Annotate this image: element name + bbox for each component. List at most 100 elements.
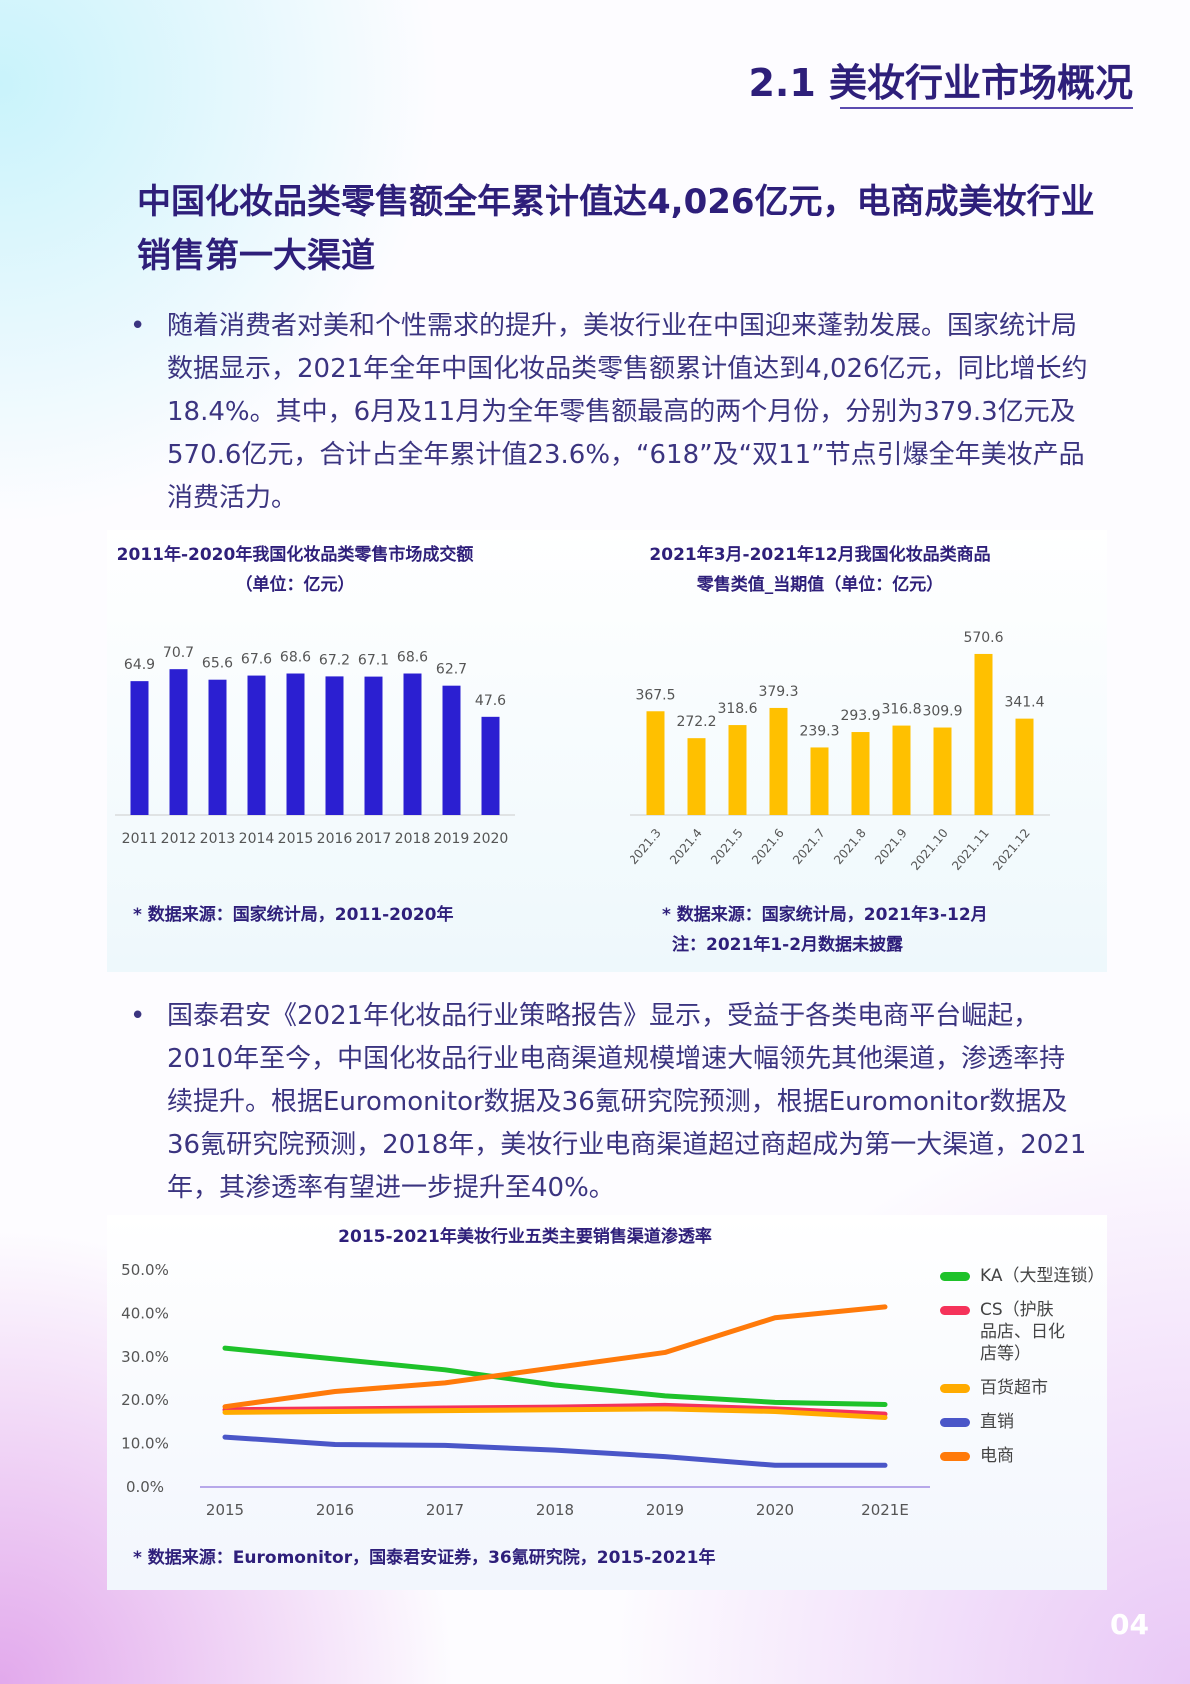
bar-2016 <box>325 676 344 815</box>
bullet-text: 随着消费者对美和个性需求的提升，美妆行业在中国迎来蓬勃发展。国家统计局数据显示，… <box>167 311 1088 513</box>
data-label: 65.6 <box>202 656 233 672</box>
y-tick-label: 50.0% <box>121 1261 169 1279</box>
data-label: 47.6 <box>475 693 506 709</box>
bar-2012 <box>169 669 188 815</box>
x-tick-label: 2021.8 <box>831 826 869 867</box>
chart3-title: 2015-2021年美妆行业五类主要销售渠道渗透率 <box>338 1227 712 1247</box>
y-tick-label: 40.0% <box>121 1304 169 1322</box>
x-tick-label: 2012 <box>161 831 197 847</box>
bar-2021.6 <box>769 707 788 815</box>
bullet-text: 国泰君安《2021年化妆品行业策略报告》显示，受益于各类电商平台崛起，2010年… <box>167 1001 1087 1203</box>
chart3-legend: KA（大型连锁） CS（护肤品店、日化店等） 百货超市 直销 电商 <box>940 1265 1104 1479</box>
data-label: 379.3 <box>758 684 798 700</box>
bar-2013 <box>208 679 227 815</box>
data-label: 570.6 <box>963 630 1003 646</box>
bar-2021.3 <box>646 711 665 815</box>
bar-2011 <box>130 681 149 815</box>
legend-item: 电商 <box>940 1445 1104 1467</box>
bar-2021.8 <box>851 732 870 815</box>
chart1-source: * 数据来源：国家统计局，2011-2020年 <box>133 905 454 925</box>
bullet-dot-icon: • <box>130 311 146 341</box>
x-tick-label: 2015 <box>206 1501 244 1519</box>
y-tick-label: 10.0% <box>121 1435 169 1453</box>
bar-chart-2021-monthly: 367.5 2021.3 272.2 2021.4 318.6 2021.5 379.3 20… <box>630 630 1050 873</box>
x-tick-label: 2018 <box>395 831 431 847</box>
bar-2015 <box>286 673 305 815</box>
legend-label: 百货超市 <box>980 1378 1048 1398</box>
series-line-3 <box>222 1434 888 1468</box>
data-label: 68.6 <box>397 650 428 666</box>
x-tick-label: 2013 <box>200 831 236 847</box>
data-label: 70.7 <box>163 645 194 661</box>
bar-2021.4 <box>687 738 706 815</box>
x-tick-label: 2020 <box>473 831 509 847</box>
chart1-subtitle: （单位：亿元） <box>235 575 355 595</box>
legend-item: 百货超市 <box>940 1377 1104 1399</box>
legend-item: CS（护肤品店、日化店等） <box>940 1299 1070 1365</box>
bar-2021.7 <box>810 747 829 815</box>
legend-swatch <box>940 1418 970 1427</box>
data-label: 67.1 <box>358 653 389 669</box>
x-tick-label: 2021.7 <box>790 826 828 867</box>
legend-label: CS（护肤品店、日化店等） <box>980 1300 1065 1364</box>
bar-2020 <box>481 716 500 815</box>
x-tick-label: 2021.3 <box>630 826 664 867</box>
data-label: 239.3 <box>799 723 839 739</box>
chart1-title: 2011年-2020年我国化妆品类零售市场成交额 （单位：亿元） <box>115 540 475 600</box>
series-line-1 <box>222 1402 888 1417</box>
data-label: 293.9 <box>840 708 880 724</box>
bar-2014 <box>247 675 266 815</box>
bar-2021.9 <box>892 725 911 815</box>
x-tick-label: 2021E <box>861 1501 909 1519</box>
data-label: 64.9 <box>124 657 155 673</box>
chart1-title-text: 2011年-2020年我国化妆品类零售市场成交额 <box>116 545 474 565</box>
chart3-source: * 数据来源：Euromonitor，国泰君安证券，36氪研究院，2015-20… <box>133 1548 716 1568</box>
data-label: 316.8 <box>881 702 921 718</box>
bar-2017 <box>364 676 383 815</box>
data-label: 309.9 <box>922 704 962 720</box>
legend-swatch <box>940 1272 970 1281</box>
section-title-underline <box>840 107 1133 109</box>
x-tick-label: 2016 <box>316 1501 354 1519</box>
series-line-2 <box>222 1406 888 1421</box>
x-tick-label: 2019 <box>646 1501 684 1519</box>
chart2-note: 注：2021年1-2月数据未披露 <box>672 935 904 955</box>
headline: 中国化妆品类零售额全年累计值达4,026亿元，电商成美妆行业销售第一大渠道 <box>137 182 1095 276</box>
y-tick-label: 30.0% <box>121 1348 169 1366</box>
x-tick-label: 2021.6 <box>749 826 787 867</box>
legend-label: KA（大型连锁） <box>980 1266 1105 1286</box>
chart2-subtitle: 零售类值_当期值（单位：亿元） <box>696 575 944 595</box>
data-label: 67.6 <box>241 652 272 668</box>
data-label: 367.5 <box>635 687 675 703</box>
data-label: 272.2 <box>676 714 716 730</box>
bar-2021.5 <box>728 725 747 815</box>
x-tick-label: 2017 <box>426 1501 464 1519</box>
bar-2021.11 <box>974 653 993 815</box>
x-tick-label: 2021.11 <box>949 826 992 873</box>
x-tick-label: 2015 <box>278 831 314 847</box>
series-line-0 <box>222 1345 888 1408</box>
line-chart-channel-penetration: 0.0% 10.0% 20.0% 30.0% 40.0% 50.0% 2015 2016 201… <box>121 1261 930 1519</box>
bar-2021.12 <box>1015 718 1034 815</box>
x-tick-label: 2014 <box>239 831 275 847</box>
y-tick-label: 0.0% <box>126 1478 164 1496</box>
bar-2019 <box>442 685 461 815</box>
x-tick-label: 2021.4 <box>667 826 705 867</box>
chart2-title-text: 2021年3月-2021年12月我国化妆品类商品 <box>649 545 991 565</box>
section-title: 2.1 美妆行业市场概况 <box>748 61 1133 105</box>
series-line-4 <box>222 1304 888 1410</box>
legend-swatch <box>940 1384 970 1393</box>
chart2-source: * 数据来源：国家统计局，2021年3-12月 <box>662 905 988 925</box>
data-label: 318.6 <box>717 701 757 717</box>
x-tick-label: 2020 <box>756 1501 794 1519</box>
x-tick-label: 2016 <box>317 831 353 847</box>
x-tick-label: 2017 <box>356 831 392 847</box>
bullet-paragraph-1: • 随着消费者对美和个性需求的提升，美妆行业在中国迎来蓬勃发展。国家统计局数据显… <box>130 305 1090 520</box>
legend-swatch <box>940 1306 970 1315</box>
legend-label: 电商 <box>980 1446 1014 1466</box>
legend-swatch <box>940 1452 970 1461</box>
x-tick-label: 2021.9 <box>872 826 910 867</box>
bar-chart-2011-2020: 64.9 2011 70.7 2012 65.6 2013 67.6 2014 68.6 2015… <box>115 645 515 847</box>
x-tick-label: 2021.10 <box>908 826 951 873</box>
legend-item: KA（大型连锁） <box>940 1265 1104 1287</box>
